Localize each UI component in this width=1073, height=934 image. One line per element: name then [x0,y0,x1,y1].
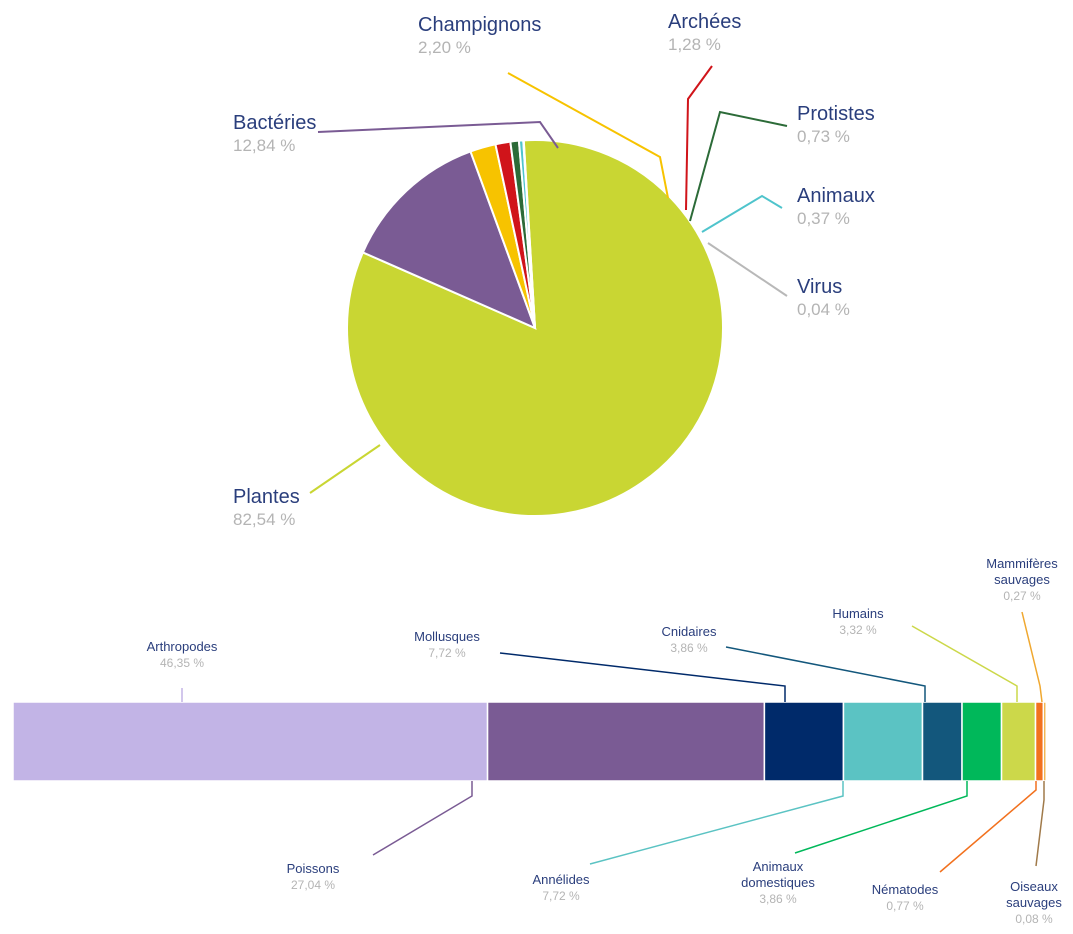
pie-label-bacteries: Bactéries [233,112,316,134]
bar-leader-nematodes [939,781,1037,873]
bar-leader-cnidaires [725,646,926,702]
bar-leader-poissons [372,781,473,856]
bar-leader-mollusques [499,652,786,702]
bar-label-mollusques: Mollusques [414,629,480,644]
bar-leader-animaux-domestiques [794,781,968,854]
stacked-bar-chart [12,701,1048,782]
pie-slice-bacteries [361,150,537,330]
bar-label-annelides: Annélides [532,872,590,887]
bar-leader-annelides [589,781,844,865]
pie-chart [346,139,724,517]
bar-value-cnidaires: 3,86 % [670,641,708,655]
bar-leader-lines [181,611,1045,873]
bar-value-nematodes: 0,77 % [886,899,924,913]
pie-leader-virus [707,242,788,297]
bar-label-mammiferes-sauvages: Mammifères sauvages [986,556,1058,587]
bar-segment-poissons [486,701,766,782]
pie-label-virus: Virus [797,276,842,298]
bar-segment-arthropodes [12,701,489,782]
bar-segment-mollusques [763,701,845,782]
bar-leader-mammiferes-sauvages [1021,611,1043,703]
pie-leader-bacteries [317,120,559,149]
bar-label-nematodes: Nématodes [872,882,939,897]
pie-value-archees: 1,28 % [668,35,721,54]
pie-label-plantes: Plantes [233,486,300,508]
bar-label-arthropodes: Arthropodes [147,639,218,654]
pie-leader-champignons [507,72,669,199]
pie-label-animaux: Animaux [797,185,875,207]
bar-value-mammiferes-sauvages: 0,27 % [1003,589,1041,603]
bar-value-oiseaux-sauvages: 0,08 % [1015,912,1053,926]
bar-value-arthropodes: 46,35 % [160,656,204,670]
bar-value-humains: 3,32 % [839,623,877,637]
bar-label-oiseaux-sauvages: Oiseaux sauvages [1006,879,1062,910]
pie-label-protistes: Protistes [797,103,875,125]
pie-labels: Plantes 82,54 % Bactéries 12,84 % Champignon… [233,11,875,529]
pie-label-archees: Archées [668,11,741,33]
pie-leader-animaux [701,194,783,233]
bar-segment-humains [1000,701,1037,782]
bar-value-annelides: 7,72 % [542,889,580,903]
bar-value-animaux-domestiques: 3,86 % [759,892,797,906]
pie-leader-archees [685,65,713,211]
bar-labels: Arthropodes 46,35 % Poissons 27,04 % Mollusq… [147,556,1063,926]
pie-label-champignons: Champignons [418,14,541,36]
pie-value-plantes: 82,54 % [233,510,295,529]
bar-label-animaux-domestiques: Animaux domestiques [741,859,815,890]
bar-leader-oiseaux-sauvages [1035,781,1045,867]
bar-label-humains: Humains [832,606,884,621]
bar-label-poissons: Poissons [287,861,340,876]
pie-value-bacteries: 12,84 % [233,136,295,155]
pie-slice-virus [522,139,536,329]
pie-leader-protistes [689,110,788,222]
bar-segment-annelides [842,701,924,782]
bar-leader-humains [911,625,1018,702]
bar-segment-oiseaux-sauvages [1045,701,1048,782]
pie-leader-lines [309,65,788,494]
bar-segment-cnidaires [921,701,963,782]
bar-value-mollusques: 7,72 % [428,646,466,660]
bar-segment-nematodes [1034,701,1045,782]
bar-label-cnidaires: Cnidaires [662,624,717,639]
pie-leader-plantes [309,444,381,494]
bar-value-poissons: 27,04 % [291,878,335,892]
pie-value-protistes: 0,73 % [797,127,850,146]
pie-value-champignons: 2,20 % [418,38,471,57]
bar-segment-animaux-domestiques [961,701,1003,782]
pie-value-virus: 0,04 % [797,300,850,319]
pie-value-animaux: 0,37 % [797,209,850,228]
